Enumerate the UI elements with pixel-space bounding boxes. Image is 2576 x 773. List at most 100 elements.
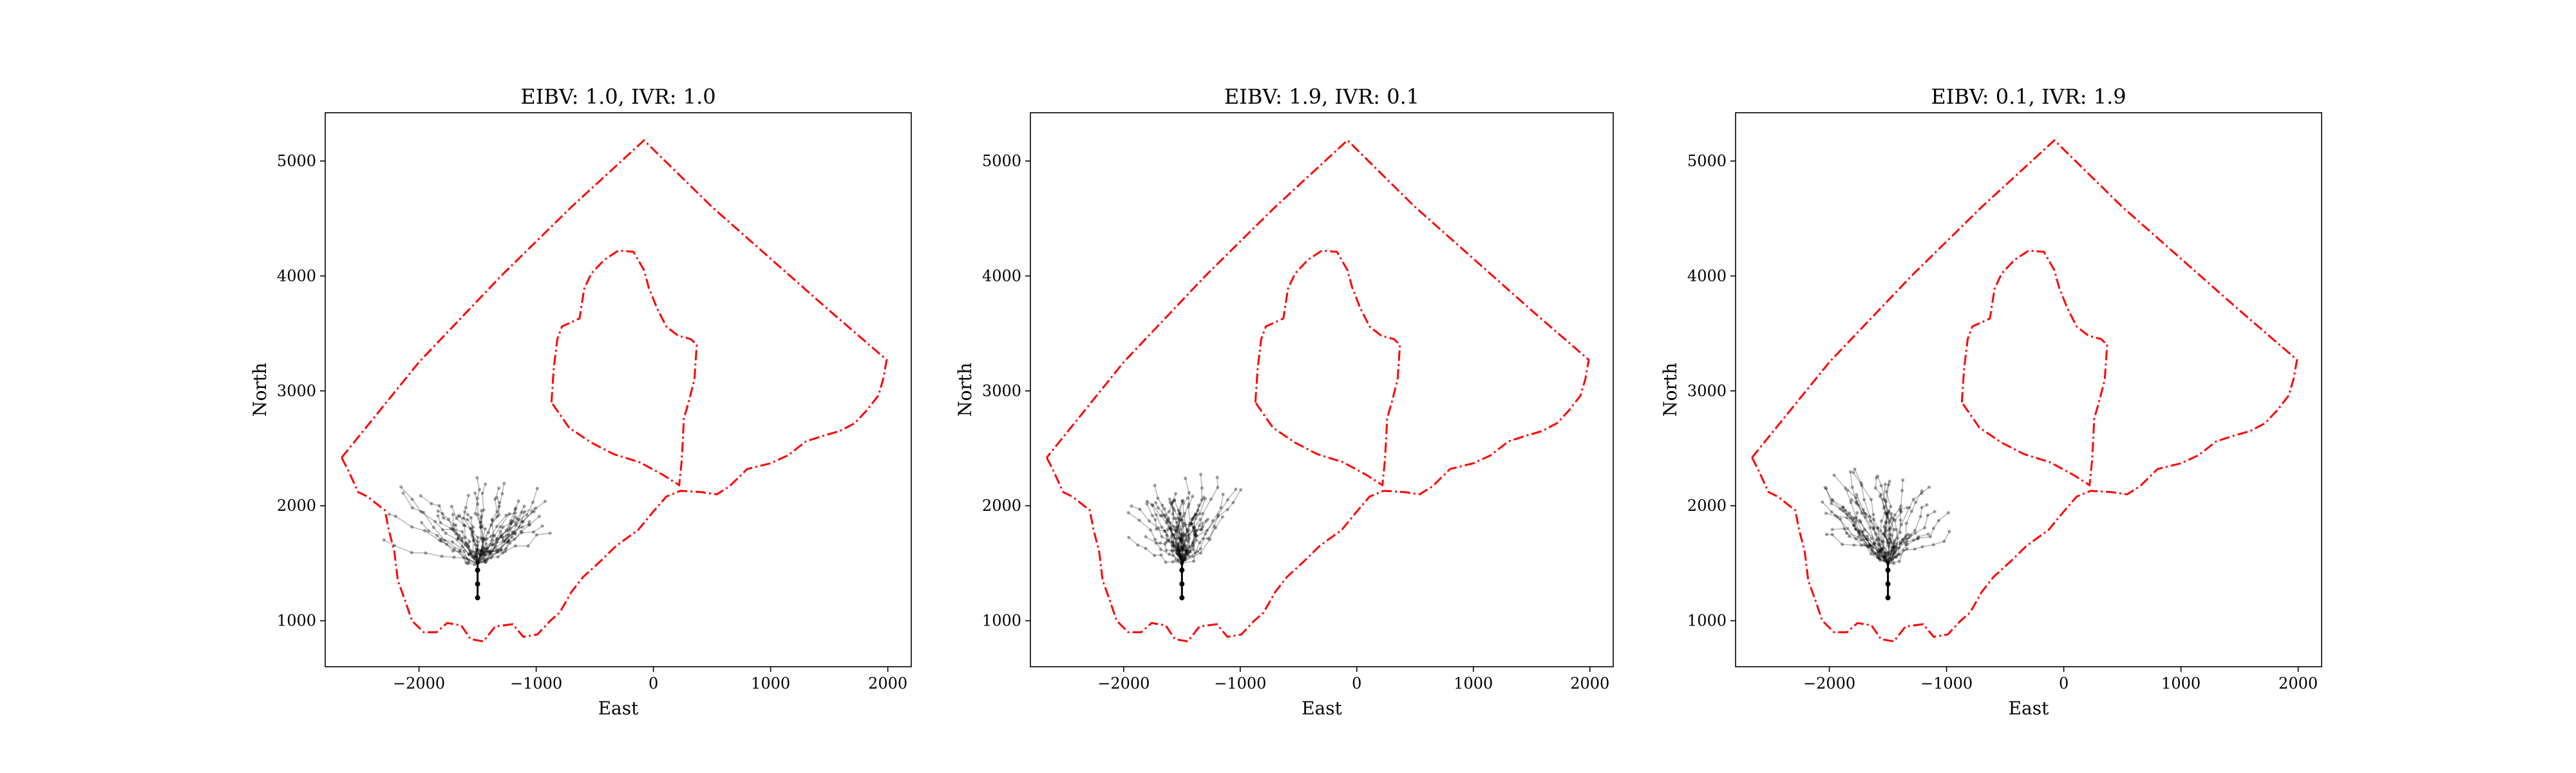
waypoint-marker: [421, 510, 426, 514]
waypoint-marker: [463, 524, 467, 528]
y-tick-label: 5000: [277, 152, 316, 170]
waypoint-marker: [466, 544, 470, 548]
waypoint-marker: [469, 527, 473, 531]
waypoint-marker: [1180, 548, 1184, 551]
waypoint-marker: [491, 542, 495, 547]
waypoint-marker: [487, 531, 491, 535]
waypoint-marker: [480, 539, 485, 543]
waypoint-marker: [1153, 518, 1157, 522]
waypoint-marker: [1884, 490, 1888, 493]
waypoint-marker: [1915, 537, 1919, 540]
waypoint-marker: [1193, 529, 1197, 533]
waypoint-marker: [495, 495, 499, 499]
waypoint-marker: [1823, 486, 1827, 490]
waypoint-marker: [1891, 541, 1895, 545]
waypoint-marker: [1870, 497, 1873, 502]
waypoint-marker: [498, 525, 502, 529]
waypoint-marker: [1178, 557, 1182, 561]
waypoint-marker: [496, 555, 500, 559]
waypoint-marker: [1830, 499, 1834, 503]
waypoint-marker: [473, 511, 477, 516]
waypoint-marker: [1153, 553, 1157, 558]
waypoint-marker: [476, 502, 480, 506]
waypoint-marker: [1177, 554, 1181, 558]
waypoint-marker: [475, 497, 480, 501]
waypoint-marker: [1181, 514, 1186, 518]
waypoint-marker: [1857, 530, 1861, 533]
waypoint-marker: [1191, 544, 1195, 548]
waypoint-marker: [508, 526, 512, 530]
island-boundary: [1960, 249, 2108, 487]
waypoint-marker: [1848, 511, 1852, 515]
waypoint-marker: [1844, 486, 1848, 490]
waypoint-marker: [1168, 501, 1172, 504]
waypoint-marker: [1888, 520, 1891, 524]
waypoint-marker: [502, 539, 506, 543]
waypoint-marker: [1173, 533, 1177, 537]
waypoint-marker: [496, 549, 500, 554]
waypoint-marker: [504, 513, 508, 517]
waypoint-marker: [1166, 539, 1170, 542]
waypoint-marker: [1894, 555, 1898, 559]
waypoint-marker: [1832, 473, 1836, 477]
island-boundary: [550, 249, 698, 487]
waypoint-marker: [439, 539, 443, 543]
waypoint-marker: [1877, 555, 1880, 558]
waypoint-marker: [455, 538, 459, 542]
waypoint-marker: [466, 558, 471, 562]
waypoint-marker: [496, 548, 500, 551]
waypoint-marker: [1894, 555, 1898, 558]
waypoint-marker: [540, 524, 544, 528]
y-axis-label: North: [1660, 363, 1681, 417]
waypoint-marker: [471, 539, 475, 543]
waypoint-marker: [430, 502, 433, 506]
waypoint-marker: [495, 540, 499, 544]
waypoint-marker: [1887, 510, 1891, 514]
waypoint-marker: [1852, 517, 1856, 520]
waypoint-marker: [1179, 540, 1183, 544]
waypoint-marker: [475, 556, 478, 560]
waypoint-marker: [532, 510, 536, 513]
waypoint-marker: [483, 527, 488, 531]
waypoint-marker: [498, 535, 502, 539]
waypoint-marker: [1878, 494, 1882, 498]
waypoint-marker: [1891, 517, 1896, 521]
waypoint-marker: [1896, 536, 1900, 540]
waypoint-marker: [1861, 533, 1865, 537]
subplots: EIBV: 1.0, IVR: 1.0 −2000 −1000 0 1000 2000 10…: [249, 84, 2322, 719]
waypoint-marker: [1182, 553, 1186, 557]
x-tick-label: 2000: [1570, 674, 1609, 692]
waypoint-marker: [1181, 531, 1185, 535]
waypoint-marker: [1180, 555, 1185, 559]
waypoint-marker: [1182, 544, 1186, 548]
waypoint-marker: [1877, 557, 1881, 560]
waypoint-marker: [1848, 516, 1853, 520]
waypoint-marker: [1920, 545, 1924, 549]
waypoint-marker: [456, 536, 460, 540]
waypoint-marker: [1181, 524, 1185, 528]
waypoint-marker: [485, 558, 489, 562]
waypoint-marker: [462, 549, 466, 553]
waypoint-marker: [463, 535, 467, 539]
waypoint-marker: [1181, 542, 1185, 546]
waypoint-marker: [1887, 540, 1891, 545]
waypoint-marker: [1875, 526, 1879, 530]
waypoint-marker: [548, 531, 552, 535]
waypoint-marker: [1878, 549, 1882, 553]
waypoint-marker: [481, 552, 485, 556]
waypoint-marker: [487, 549, 491, 553]
waypoint-marker: [1194, 528, 1198, 532]
waypoint-marker: [1178, 536, 1182, 540]
waypoint-marker: [530, 510, 534, 514]
waypoint-marker: [1891, 555, 1895, 558]
waypoint-marker: [1908, 536, 1911, 540]
waypoint-marker: [1873, 541, 1877, 546]
waypoint-marker: [1911, 497, 1915, 502]
waypoint-marker: [1918, 515, 1922, 519]
waypoint-marker: [1200, 528, 1204, 532]
waypoint-marker: [1157, 526, 1160, 530]
waypoint-marker: [1893, 513, 1897, 517]
waypoint-marker: [1164, 548, 1168, 553]
waypoint-marker: [1842, 527, 1846, 531]
waypoint-marker: [1186, 530, 1189, 534]
